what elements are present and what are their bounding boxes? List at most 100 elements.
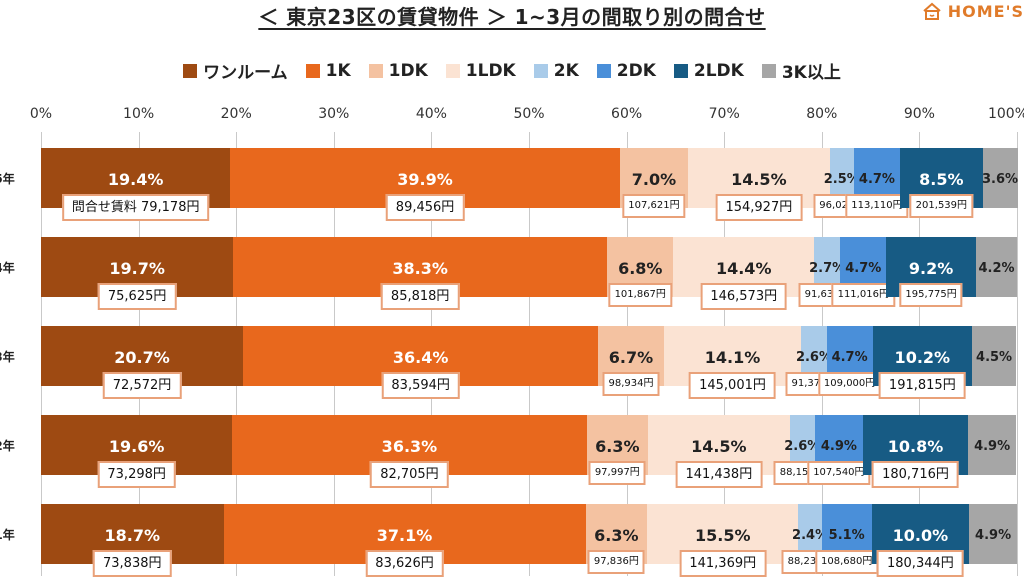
data-label: 4.2% <box>978 261 1015 276</box>
x-tick-label: 90% <box>903 106 935 122</box>
legend-swatch <box>183 63 198 78</box>
rent-label: 73,298円 <box>97 461 176 488</box>
legend-label: 2K <box>553 60 579 81</box>
rent-label: 145,001円 <box>689 372 776 399</box>
rent-label: 72,572円 <box>102 372 182 399</box>
data-label: 14.1% <box>704 348 761 367</box>
legend-swatch <box>673 63 688 78</box>
legend-swatch <box>533 63 548 78</box>
bar-segment <box>798 504 822 564</box>
rent-label: 問合せ賃料 79,178円 <box>61 194 210 221</box>
rent-label: 73,838円 <box>93 550 172 577</box>
rent-label: 82,705円 <box>370 461 449 488</box>
legend-label: 2LDK <box>693 60 744 81</box>
legend-swatch <box>761 63 776 78</box>
x-tick-label: 40% <box>415 106 447 122</box>
data-label: 38.3% <box>392 259 448 278</box>
data-label: 4.5% <box>976 350 1013 365</box>
data-label: 4.7% <box>831 350 868 365</box>
data-label: 10.2% <box>894 348 951 367</box>
rent-label: 97,836円 <box>587 550 645 574</box>
data-label: 4.7% <box>858 172 895 187</box>
data-label: 9.2% <box>908 259 954 278</box>
category-label: 21年 <box>0 528 15 542</box>
data-label: 15.5% <box>694 526 751 545</box>
data-label: 14.4% <box>715 259 772 278</box>
chart-title: ＜ 東京23区の賃貸物件 ＞ 1~3月の間取り別の問合せ <box>258 5 766 29</box>
data-label: 4.9% <box>975 528 1012 543</box>
data-label: 18.7% <box>104 526 161 545</box>
data-label: 6.3% <box>594 526 639 545</box>
homes-logo: HOME'S <box>922 0 1024 22</box>
category-label: 22年 <box>0 439 15 453</box>
category-label: 23年 <box>0 350 15 364</box>
rent-label: 101,867円 <box>608 283 672 307</box>
bar-segment <box>982 148 1018 208</box>
data-label: 8.5% <box>919 170 964 189</box>
chart-legend: ワンルーム 1K 1DK 1LDK 2K 2DK 2LDK 3K以上 <box>0 58 1024 83</box>
rent-label: 83,594円 <box>381 372 460 399</box>
x-tick-label: 20% <box>220 106 252 122</box>
data-label: 20.7% <box>114 348 170 367</box>
category-label: 24年 <box>0 261 15 275</box>
legend-label: 3K以上 <box>781 63 841 83</box>
rent-label: 201,539円 <box>909 194 974 218</box>
rent-label: 141,369円 <box>679 550 767 577</box>
x-tick-label: 10% <box>123 106 155 122</box>
gridline <box>1017 132 1018 576</box>
data-label: 19.7% <box>109 259 165 278</box>
data-label: 10.8% <box>887 437 944 456</box>
category-label: 25年 <box>0 172 15 186</box>
legend-item: 1K <box>305 58 351 83</box>
data-label: 6.8% <box>618 259 663 278</box>
data-label: 3.6% <box>981 172 1019 187</box>
data-label: 14.5% <box>731 170 787 189</box>
rent-label: 113,110円 <box>845 194 909 218</box>
rent-label: 75,625円 <box>97 283 177 310</box>
legend-swatch <box>368 63 383 78</box>
bar-segment <box>969 504 1017 564</box>
legend-item: 1LDK <box>445 58 516 83</box>
data-label: 14.5% <box>691 437 747 456</box>
rent-label: 154,927円 <box>715 194 803 221</box>
legend-swatch <box>305 63 320 78</box>
data-label: 7.0% <box>631 170 677 189</box>
rent-label: 98,934円 <box>602 372 660 396</box>
legend-swatch <box>445 63 460 78</box>
data-label: 2.6% <box>795 350 833 365</box>
data-label: 4.9% <box>820 439 857 454</box>
rent-label: 83,626円 <box>365 550 444 577</box>
data-label: 6.7% <box>608 348 654 367</box>
data-label: 36.3% <box>381 437 438 456</box>
data-label: 6.3% <box>595 437 640 456</box>
rent-label: 109,000円 <box>817 372 882 396</box>
data-label: 2.4% <box>792 528 829 543</box>
rent-label: 97,997円 <box>588 461 646 485</box>
data-label: 4.7% <box>845 261 882 276</box>
data-label: 37.1% <box>376 526 433 545</box>
rent-label: 141,438円 <box>675 461 763 488</box>
legend-item: 2LDK <box>673 58 744 83</box>
data-label: 39.9% <box>397 170 453 189</box>
rent-label: 195,775円 <box>899 283 963 307</box>
logo-text: HOME'S <box>947 1 1024 21</box>
data-label: 2.7% <box>809 261 846 276</box>
rent-label: 108,680円 <box>815 550 879 574</box>
legend-item: 1DK <box>368 58 428 83</box>
bar-segment <box>968 415 1016 475</box>
legend-label: 1LDK <box>465 60 516 81</box>
rent-label: 146,573円 <box>700 283 788 310</box>
rent-label: 85,818円 <box>380 283 460 310</box>
legend-item: ワンルーム <box>183 58 288 83</box>
house-icon <box>923 2 941 20</box>
rent-label: 180,716円 <box>872 461 959 488</box>
legend-item: 3K以上 <box>761 58 841 83</box>
legend-label: 1DK <box>388 60 428 81</box>
data-label: 2.6% <box>784 439 821 454</box>
data-label: 19.6% <box>108 437 165 456</box>
rent-label: 191,815円 <box>878 372 966 399</box>
data-label: 19.4% <box>107 170 164 189</box>
data-label: 5.1% <box>828 528 865 543</box>
legend-swatch <box>596 63 611 78</box>
rent-label: 89,456円 <box>385 194 465 221</box>
